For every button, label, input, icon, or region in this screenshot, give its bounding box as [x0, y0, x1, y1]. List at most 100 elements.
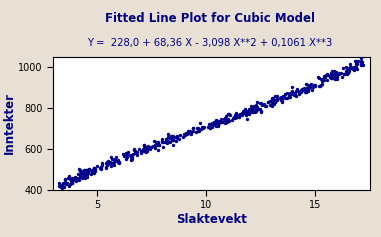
- Point: [208, 123, 214, 126]
- Point: [170, 138, 176, 141]
- Point: [110, 163, 117, 167]
- Point: [207, 122, 213, 126]
- Point: [177, 134, 183, 137]
- Point: [150, 145, 157, 148]
- Point: [66, 174, 72, 178]
- Point: [69, 181, 75, 184]
- Point: [305, 83, 311, 87]
- Point: [109, 157, 115, 161]
- Point: [155, 148, 161, 152]
- Point: [206, 123, 212, 127]
- Point: [206, 122, 212, 126]
- Point: [89, 169, 95, 172]
- Point: [336, 72, 342, 76]
- Point: [250, 107, 256, 111]
- Point: [331, 77, 338, 81]
- Point: [80, 169, 86, 173]
- Point: [78, 172, 85, 175]
- Point: [68, 179, 74, 183]
- Point: [79, 176, 85, 180]
- Point: [299, 88, 305, 92]
- Point: [240, 109, 246, 113]
- Point: [213, 118, 219, 122]
- Point: [86, 169, 92, 172]
- Point: [99, 164, 105, 167]
- Point: [212, 120, 218, 124]
- Point: [351, 66, 357, 69]
- Point: [107, 162, 113, 165]
- Point: [358, 59, 364, 63]
- Point: [348, 65, 354, 69]
- Point: [170, 136, 176, 140]
- Point: [62, 181, 68, 185]
- Point: [358, 63, 364, 67]
- Point: [353, 65, 359, 69]
- Point: [132, 151, 138, 155]
- Point: [327, 75, 333, 79]
- Point: [85, 168, 91, 172]
- Point: [244, 112, 250, 116]
- Point: [211, 120, 217, 123]
- Point: [223, 114, 229, 118]
- Point: [289, 90, 295, 94]
- Point: [88, 170, 94, 174]
- Point: [85, 171, 91, 174]
- Point: [346, 66, 352, 70]
- Point: [318, 77, 324, 81]
- Point: [223, 121, 229, 125]
- Point: [333, 76, 339, 79]
- Point: [307, 86, 314, 89]
- Point: [279, 100, 285, 104]
- Point: [358, 62, 364, 66]
- Point: [98, 165, 104, 169]
- Point: [185, 129, 191, 133]
- Point: [195, 129, 201, 133]
- Point: [188, 132, 194, 136]
- Point: [86, 167, 93, 171]
- Point: [274, 94, 280, 98]
- Point: [150, 145, 156, 148]
- Point: [336, 72, 342, 75]
- Point: [107, 160, 113, 164]
- Point: [354, 68, 360, 71]
- Point: [62, 178, 69, 182]
- Point: [329, 73, 335, 77]
- Point: [116, 160, 122, 164]
- Point: [91, 167, 98, 171]
- Point: [75, 172, 81, 175]
- Point: [243, 113, 249, 117]
- Point: [231, 115, 237, 118]
- Point: [81, 168, 87, 172]
- Point: [239, 113, 245, 117]
- Point: [58, 185, 64, 189]
- Point: [311, 84, 317, 87]
- Point: [67, 177, 73, 181]
- Point: [148, 145, 154, 149]
- Point: [104, 163, 110, 167]
- Point: [121, 154, 127, 158]
- Point: [78, 170, 85, 174]
- Point: [56, 184, 62, 188]
- Point: [92, 169, 98, 173]
- Point: [272, 100, 278, 104]
- Point: [330, 74, 336, 78]
- Point: [226, 117, 232, 121]
- Point: [334, 73, 340, 77]
- Point: [65, 176, 71, 180]
- Point: [236, 114, 242, 118]
- Point: [213, 124, 219, 128]
- Point: [360, 63, 366, 67]
- Point: [72, 179, 78, 182]
- Point: [312, 83, 318, 87]
- Point: [300, 88, 306, 92]
- Point: [76, 178, 82, 182]
- Point: [145, 146, 151, 150]
- Point: [306, 85, 312, 88]
- Point: [212, 121, 218, 124]
- Point: [155, 141, 161, 144]
- Point: [291, 93, 298, 96]
- Point: [255, 107, 261, 111]
- Point: [296, 92, 302, 96]
- Point: [261, 105, 267, 108]
- Point: [329, 77, 335, 80]
